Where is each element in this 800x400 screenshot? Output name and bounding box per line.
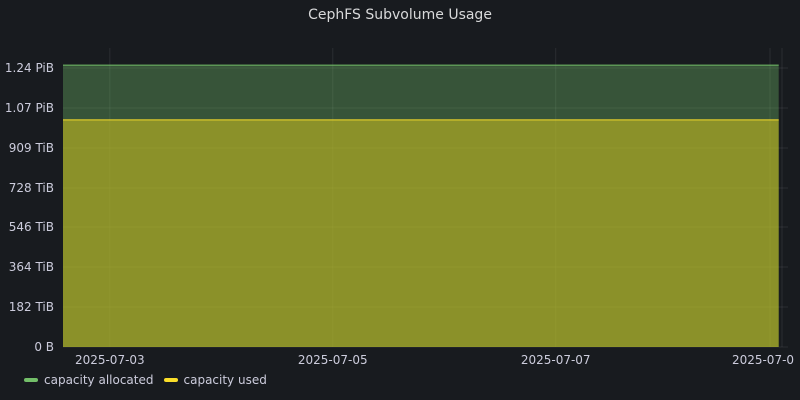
legend-swatch: [163, 378, 178, 382]
y-tick-label: 1.07 PiB: [5, 101, 54, 115]
y-tick-label: 182 TiB: [9, 300, 54, 314]
legend-swatch: [24, 378, 38, 382]
legend-label: capacity used: [183, 373, 267, 387]
x-tick-label: 2025-07-05: [298, 353, 368, 367]
series-areas: [63, 65, 779, 348]
y-tick-label: 909 TiB: [9, 141, 54, 155]
legend-label: capacity allocated: [44, 373, 154, 387]
series-lines: [63, 64, 779, 121]
panel-title: CephFS Subvolume Usage: [308, 7, 492, 23]
y-tick-label: 728 TiB: [9, 181, 54, 195]
y-tick-label: 546 TiB: [9, 220, 54, 234]
chart-legend: capacity allocated capacity used: [24, 373, 267, 387]
x-tick-label: 2025-07-03: [75, 353, 145, 367]
series-area-capacity-used: [63, 119, 779, 348]
y-tick-label: 0 B: [34, 340, 54, 354]
x-tick-label: 2025-07-07: [521, 353, 591, 367]
y-tick-label: 1.24 PiB: [5, 61, 54, 75]
legend-item[interactable]: capacity used: [163, 373, 267, 387]
y-axis-ticks: 0 B 182 TiB 364 TiB 546 TiB 728 TiB 909 TiB 1.…: [5, 61, 54, 354]
legend-item[interactable]: capacity allocated: [24, 373, 154, 387]
x-tick-label: 2025-07-0: [732, 353, 794, 367]
x-axis-ticks: 2025-07-03 2025-07-05 2025-07-07 2025-07-0: [75, 353, 794, 367]
y-tick-label: 364 TiB: [9, 260, 54, 274]
